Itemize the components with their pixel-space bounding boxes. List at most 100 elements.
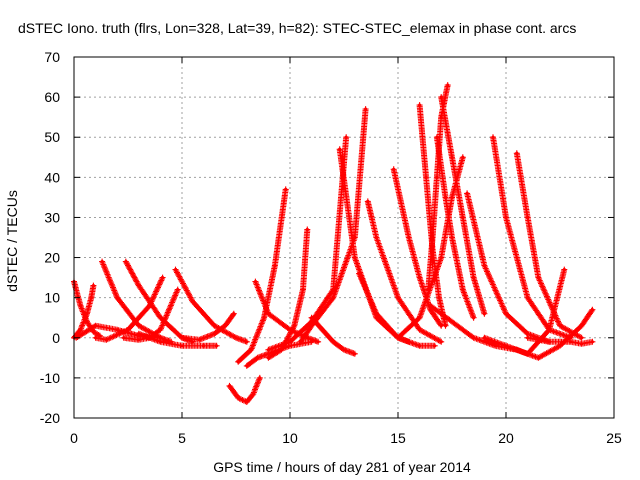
data-point	[526, 336, 530, 340]
series-arc	[336, 146, 412, 345]
series-arc	[481, 266, 568, 357]
x-tick-label: 10	[282, 430, 298, 446]
data-point	[547, 328, 551, 332]
axis-ticks	[73, 56, 615, 419]
series-arc	[179, 310, 237, 343]
data-point	[439, 255, 443, 260]
data-point	[158, 316, 162, 320]
data-point	[212, 324, 216, 328]
data-point	[450, 155, 454, 159]
data-point-marks	[99, 258, 175, 345]
y-tick-label: 40	[44, 169, 60, 185]
data-point	[214, 344, 219, 348]
data-point	[418, 103, 422, 107]
data-point	[310, 316, 314, 320]
data-point	[536, 276, 541, 280]
data-point	[482, 336, 486, 340]
data-point	[364, 107, 368, 111]
data-point	[310, 324, 314, 328]
data-point	[266, 356, 270, 360]
data-point	[258, 376, 262, 380]
data-point	[580, 324, 584, 328]
data-point	[91, 330, 96, 334]
data-point	[491, 135, 495, 139]
data-point-marks	[513, 150, 585, 341]
data-point	[433, 344, 437, 348]
data-point	[418, 344, 422, 348]
series-arc	[265, 226, 311, 361]
data-point	[91, 284, 96, 288]
data-point	[197, 338, 201, 342]
y-tick-label: 20	[44, 250, 60, 266]
data-point	[461, 215, 465, 220]
data-point	[482, 263, 486, 268]
data-point	[562, 267, 566, 272]
data-point	[273, 263, 277, 268]
series-arc	[226, 374, 263, 405]
y-axis-title: dSTEC / TECUs	[4, 190, 20, 292]
data-point	[180, 336, 184, 340]
series-arc	[438, 94, 488, 317]
data-point	[558, 344, 562, 348]
data-point	[424, 175, 428, 179]
data-point-marks	[464, 190, 553, 345]
y-tick-label: 70	[44, 49, 60, 65]
y-tick-label: -20	[40, 410, 60, 426]
data-point	[232, 312, 236, 316]
series-arc	[172, 266, 250, 345]
data-point	[515, 151, 519, 155]
data-point	[262, 316, 266, 320]
data-point	[266, 312, 270, 316]
y-tick-label: 50	[44, 129, 60, 145]
data-point	[418, 328, 422, 332]
data-point	[472, 336, 476, 340]
data-point	[396, 296, 400, 300]
data-point	[558, 324, 562, 328]
data-point	[374, 312, 378, 316]
data-point	[137, 332, 141, 336]
data-point	[504, 215, 508, 220]
data-point	[331, 296, 335, 300]
data-point	[85, 312, 89, 316]
data-point	[236, 360, 240, 364]
series-arc	[308, 314, 358, 357]
data-point	[126, 328, 130, 332]
data-point	[253, 280, 258, 284]
y-tick-label: 60	[44, 89, 60, 105]
data-point	[526, 332, 530, 336]
data-point	[472, 316, 476, 320]
data-point	[435, 175, 439, 179]
data-point	[284, 187, 288, 191]
data-point	[227, 384, 232, 388]
data-point	[251, 392, 255, 396]
series-arc	[99, 258, 175, 345]
data-point	[137, 338, 141, 342]
data-point-marks	[226, 374, 263, 405]
data-point	[245, 400, 249, 404]
data-point	[78, 328, 83, 332]
data-point	[344, 135, 348, 139]
series-arc	[513, 306, 596, 361]
data-point	[115, 296, 119, 300]
data-point	[124, 259, 128, 264]
data-point	[249, 348, 253, 352]
x-tick-label: 5	[178, 430, 186, 446]
data-point	[115, 328, 119, 332]
x-axis-title: GPS time / hours of day 281 of year 2014	[213, 459, 471, 475]
data-point	[439, 324, 443, 328]
data-point	[256, 356, 260, 360]
data-point	[288, 344, 292, 348]
series-arc	[395, 154, 466, 341]
data-point	[100, 259, 104, 264]
data-point	[266, 348, 270, 352]
data-point	[450, 195, 454, 199]
series-arc	[92, 274, 166, 343]
data-point	[320, 328, 324, 332]
data-point	[158, 336, 162, 340]
y-tick-label: 30	[44, 209, 60, 225]
data-point	[202, 344, 206, 348]
data-point	[465, 191, 469, 195]
data-point	[590, 308, 595, 312]
data-point	[580, 336, 584, 340]
